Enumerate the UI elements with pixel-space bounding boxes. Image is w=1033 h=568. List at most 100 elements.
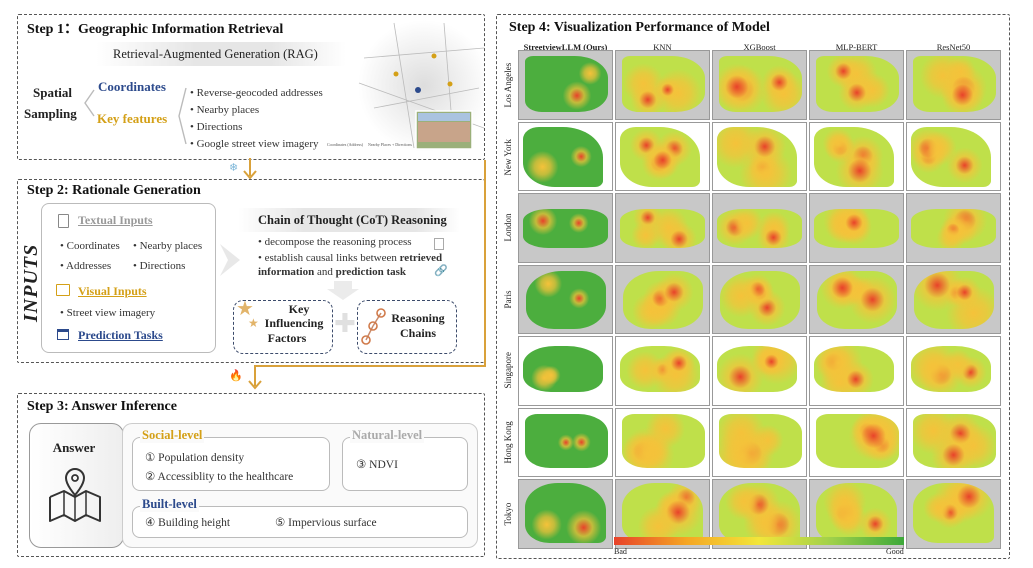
region-shape [524, 482, 607, 544]
heatmap-cell [518, 264, 613, 334]
region-shape [912, 482, 995, 544]
heatmap-cell [615, 193, 710, 263]
arrow-2-3 [248, 160, 486, 390]
region-shape [522, 346, 603, 393]
built-item: ④ Building height [145, 517, 231, 529]
heatmap-cell [615, 336, 710, 406]
feature-bullet: • Google street view imagery [190, 138, 319, 150]
colorbar-good-label: Good [886, 547, 904, 556]
region-shape [813, 208, 900, 248]
key-factors-line3: Factors [267, 331, 307, 345]
arrow-1-2 [243, 158, 257, 180]
fire-icon: 🔥 [229, 370, 243, 382]
city-label-0: Los Angeles [503, 62, 513, 108]
geo-map-illustration [358, 20, 484, 152]
region-shape [621, 482, 704, 544]
bracket-right [178, 87, 187, 145]
region-shape [912, 413, 997, 468]
key-features-label: Key features [97, 111, 168, 126]
step3-panel [17, 393, 485, 557]
rag-label [96, 42, 346, 66]
region-shape [621, 413, 706, 468]
region-shape [817, 270, 898, 329]
region-shape [813, 126, 894, 188]
step1-title: Step 1：Geographic Information Retrieval [27, 22, 284, 37]
region-shape [718, 413, 803, 468]
heatmap-cell [906, 336, 1001, 406]
textual-item: • Addresses [60, 260, 112, 272]
heatmap-cell [518, 479, 613, 549]
heatmap-cell [518, 193, 613, 263]
visual-inputs-label: Visual Inputs [78, 284, 147, 298]
clipboard-icon [434, 238, 444, 250]
region-shape [914, 270, 995, 329]
document-icon [58, 214, 69, 228]
heatmap-cell [615, 264, 710, 334]
natural-item: ③ NDVI [356, 459, 398, 471]
answer-label: Answer [52, 440, 96, 455]
heatmap-cell [518, 50, 613, 120]
region-shape [619, 126, 700, 188]
region-shape [716, 346, 797, 393]
heatmap-cell [809, 50, 904, 120]
textual-item: • Directions [133, 260, 186, 272]
city-label-6: Tokyo [503, 502, 513, 526]
cot-bullet-2: • establish causal links between retriev… [258, 252, 443, 278]
heatmap-cell [712, 193, 807, 263]
heatmap-cell [712, 407, 807, 477]
snowflake-icon: ❄ [229, 162, 239, 174]
model-label-0: StreetviewLLM (Ours) [523, 42, 608, 52]
heatmap-cell [518, 121, 613, 191]
cot-title: Chain of Thought (CoT) Reasoning [258, 213, 447, 227]
map-legend-nearby: Nearby Places + Directions [368, 142, 412, 147]
social-level-box [132, 437, 330, 491]
region-shape [718, 482, 801, 544]
heatmap-cell [712, 121, 807, 191]
region-shape [910, 346, 991, 393]
heatmap-cell [809, 407, 904, 477]
heatmap-cell [712, 479, 807, 549]
plus-icon: ✚ [334, 309, 356, 339]
step4-title: Step 4: Visualization Performance of Mod… [509, 20, 770, 35]
heatmap-cell [906, 193, 1001, 263]
region-shape [910, 126, 991, 188]
key-factors-box [233, 300, 333, 354]
star-icon: ★ [236, 298, 254, 320]
inputs-label: INPUTS [20, 243, 42, 322]
model-label-4: ResNet50 [936, 42, 971, 52]
heatmap-cell [615, 121, 710, 191]
city-label-4: Singapore [503, 352, 513, 390]
map-pin-icon [49, 467, 101, 522]
feature-bullet: • Directions [190, 121, 243, 133]
step3-title: Step 3: Answer Inference [27, 399, 177, 414]
social-item: ① Population density [145, 452, 245, 464]
city-label-1: New York [503, 138, 513, 175]
heatmap-cell [615, 50, 710, 120]
link-icon: 🔗 [434, 265, 448, 277]
feature-bullet: • Nearby places [190, 104, 260, 116]
heatmap-cell [809, 193, 904, 263]
heatmap-cell [615, 407, 710, 477]
reasoning-box [357, 300, 457, 354]
model-label-2: XGBoost [743, 42, 776, 52]
star-icon: ★ [248, 316, 259, 330]
heatmap-cell [809, 336, 904, 406]
region-shape [621, 56, 706, 112]
heatmap-cell [906, 264, 1001, 334]
region-shape [815, 56, 900, 112]
colorbar [614, 537, 904, 545]
social-level-label: Social-level [140, 428, 205, 443]
image-icon [56, 284, 70, 296]
chevron-right-icon [220, 244, 240, 276]
cot-header-bg [238, 208, 460, 232]
prediction-tasks-label: Prediction Tasks [78, 328, 163, 342]
heatmap-cell [906, 121, 1001, 191]
heatmap-cell [809, 479, 904, 549]
colorbar-bad-label: Bad [614, 547, 627, 556]
spatial-label: Spatial [33, 85, 73, 100]
step2-title: Step 2: Rationale Generation [27, 183, 201, 198]
region-shape [716, 208, 803, 248]
heatmap-cell [712, 336, 807, 406]
reasoning-line2: Chains [399, 326, 437, 340]
natural-level-label: Natural-level [350, 428, 425, 443]
